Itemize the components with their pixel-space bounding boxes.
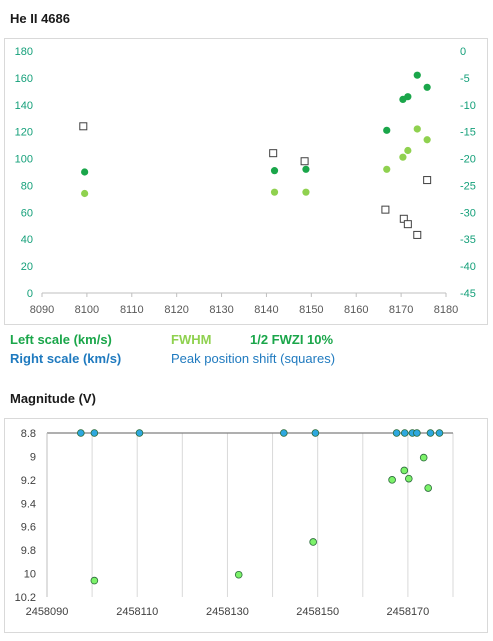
legend-peak-shift: Peak position shift (squares) <box>171 351 336 366</box>
y-left-tick-label: 140 <box>15 100 33 112</box>
fwzi-point <box>413 71 421 79</box>
magnitude-point <box>400 466 409 475</box>
y-tick-label: 8.8 <box>21 428 36 440</box>
y-left-tick-label: 80 <box>21 180 33 192</box>
x-tick-label: 2458110 <box>116 606 158 618</box>
y-right-tick-label: -20 <box>460 154 476 166</box>
peak-shift-square <box>403 220 412 229</box>
y-tick-label: 9.6 <box>21 522 36 534</box>
fwhm-point <box>413 125 421 133</box>
fwzi-point <box>302 165 310 173</box>
y-left-tick-label: 180 <box>15 46 33 58</box>
y-right-tick-label: -15 <box>460 127 476 139</box>
fwzi-point <box>81 168 89 176</box>
magnitude-point <box>90 576 99 585</box>
x-tick-label: 2458150 <box>296 606 339 618</box>
x-tick-label: 8110 <box>120 304 144 316</box>
chart2-title: Magnitude (V) <box>10 391 96 406</box>
y-right-tick-label: -25 <box>460 180 476 192</box>
magnitude-point-top <box>413 429 421 437</box>
x-tick-label: 8140 <box>254 304 278 316</box>
y-right-tick-label: -10 <box>460 100 476 112</box>
magnitude-scatter-chart: 8.8 9 9.2 9.4 9.6 9.8 10 10.2 2458090 2458110 2458… <box>15 428 454 618</box>
y-right-tick-label: -40 <box>460 261 476 273</box>
peak-shift-square <box>79 122 88 131</box>
y-right-tick-label: -35 <box>460 234 476 246</box>
magnitude-point-top <box>400 429 409 437</box>
fwhm-point <box>302 188 310 196</box>
fwhm-point <box>270 188 279 196</box>
legend-fwhm: FWHM <box>171 332 212 347</box>
x-tick-label: 8150 <box>299 304 323 316</box>
y-left-tick-label: 120 <box>15 127 33 139</box>
fwhm-point <box>81 189 89 198</box>
legend-fwzi: 1/2 FWZI 10% <box>250 332 334 347</box>
y-left-tick-label: 40 <box>21 234 33 246</box>
y-tick-label: 10 <box>24 569 36 581</box>
magnitude-point-top <box>77 429 85 437</box>
peak-shift-square <box>300 157 309 166</box>
y-left-tick-label: 100 <box>15 154 33 166</box>
fwzi-point <box>383 126 391 134</box>
chart1-title: He II 4686 <box>10 11 70 26</box>
magnitude-point <box>419 453 428 462</box>
fwzi-point <box>404 93 412 101</box>
fwzi-point <box>423 83 431 91</box>
fwhm-point <box>404 146 412 155</box>
y-left-tick-label: 0 <box>27 288 33 300</box>
y-right-tick-label: -45 <box>460 288 476 300</box>
magnitude-point <box>234 570 243 579</box>
x-tick-label: 8130 <box>209 304 233 316</box>
magnitude-point-top <box>311 429 320 437</box>
legend-left-scale: Left scale (km/s) <box>10 332 112 347</box>
magnitude-point-top <box>392 429 401 437</box>
y-tick-label: 10.2 <box>15 592 36 604</box>
x-tick-label: 8100 <box>75 304 99 316</box>
y-right-tick-label: 0 <box>460 46 466 58</box>
y-right-tick-label: -5 <box>460 73 470 85</box>
peak-shift-square <box>399 214 408 223</box>
peak-shift-square <box>423 176 432 185</box>
magnitude-point-top <box>135 429 144 437</box>
he-ii-scatter-chart: 8090 8100 8110 8120 8130 8140 8150 8160 8170 8180… <box>15 46 476 316</box>
magnitude-point <box>404 474 413 483</box>
y-right-tick-label: -30 <box>460 207 476 219</box>
magnitude-point <box>309 538 317 546</box>
magnitude-point-top <box>280 429 288 437</box>
y-tick-label: 9.4 <box>21 498 36 510</box>
y-tick-label: 9.8 <box>21 545 36 557</box>
x-tick-label: 2458170 <box>386 606 429 618</box>
x-tick-label: 8180 <box>434 304 458 316</box>
x-tick-label: 8160 <box>344 304 368 316</box>
peak-shift-square <box>413 230 422 239</box>
x-tick-label: 8170 <box>389 304 413 316</box>
magnitude-point-top <box>435 429 444 437</box>
magnitude-point-top <box>426 429 435 437</box>
x-tick-label: 2458090 <box>26 606 69 618</box>
fwhm-point <box>423 136 431 144</box>
x-tick-label: 8090 <box>30 304 54 316</box>
chart1-panel: 8090 8100 8110 8120 8130 8140 8150 8160 8170 8180… <box>4 38 488 325</box>
y-left-tick-label: 160 <box>15 73 33 85</box>
fwhm-point <box>399 153 407 161</box>
peak-shift-square <box>269 149 278 158</box>
y-tick-label: 9 <box>30 451 36 463</box>
x-tick-label: 2458130 <box>206 606 249 618</box>
magnitude-point <box>424 484 432 492</box>
y-tick-label: 9.2 <box>21 475 36 487</box>
legend-right-scale: Right scale (km/s) <box>10 351 122 366</box>
fwhm-point <box>383 165 391 173</box>
magnitude-point <box>388 476 396 484</box>
magnitude-point-top <box>90 429 99 437</box>
fwzi-point <box>270 167 279 175</box>
chart2-panel: 8.8 9 9.2 9.4 9.6 9.8 10 10.2 2458090 2458110 2458… <box>4 418 488 633</box>
y-left-tick-label: 60 <box>21 207 33 219</box>
peak-shift-square <box>381 205 390 214</box>
y-left-tick-label: 20 <box>21 261 33 273</box>
x-tick-label: 8120 <box>164 304 188 316</box>
